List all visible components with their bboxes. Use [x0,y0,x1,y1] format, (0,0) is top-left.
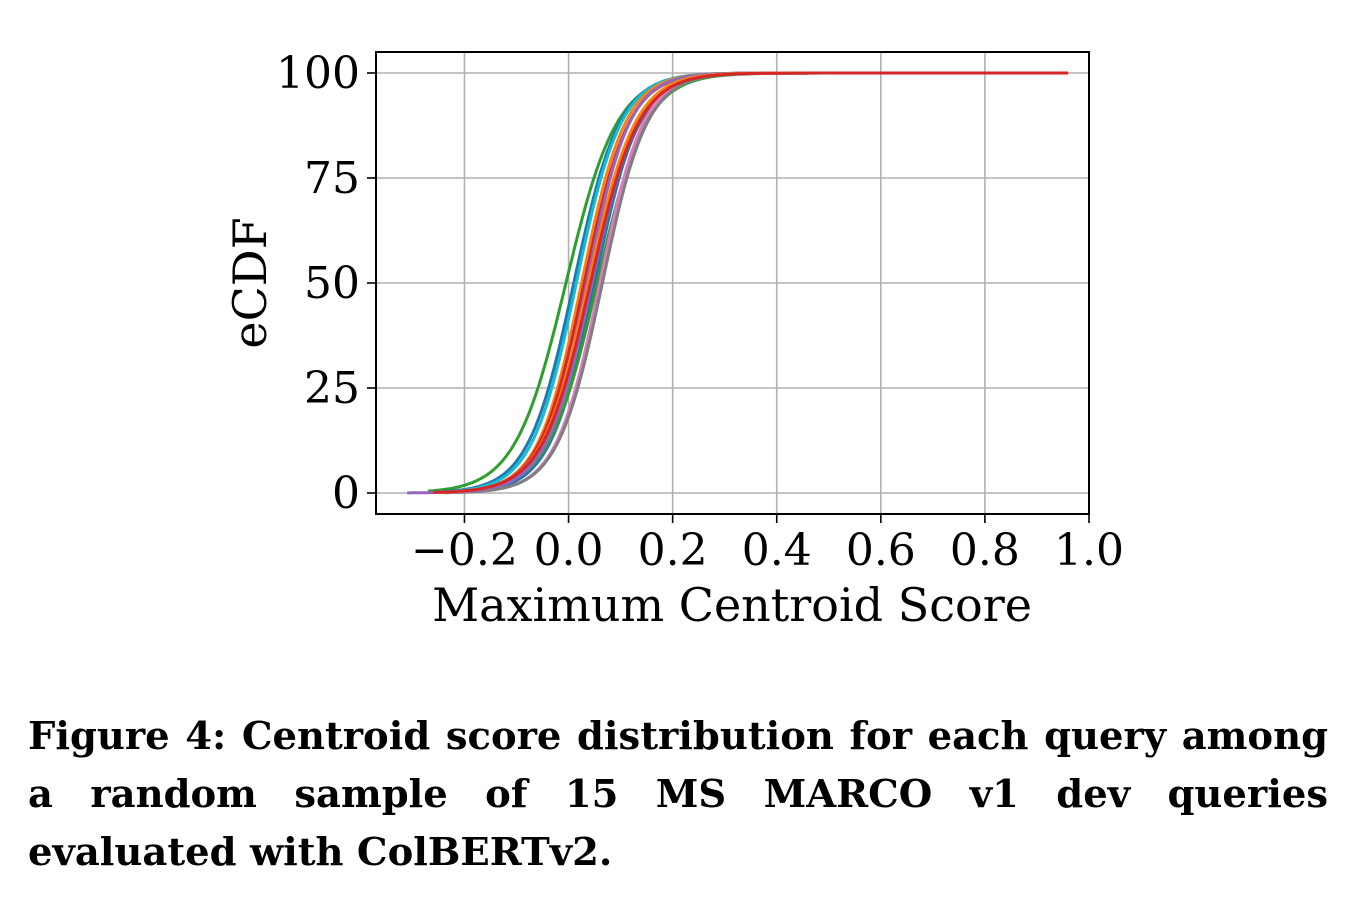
axis-ticks: −0.2 0.0 0.2 0.4 0.6 0.8 1.0 0 25 50 75 100 [276,48,1124,576]
figure-caption: Figure 4: Centroid score distribution fo… [28,714,1328,875]
ecdf-series-line-1 [427,71,1037,493]
ecdf-chart: −0.2 0.0 0.2 0.4 0.6 0.8 1.0 0 25 50 75 100 Maximum… [223,48,1124,632]
x-tick-label: 0.0 [534,525,604,576]
x-tick-label: 0.2 [638,525,708,576]
y-tick-label: 100 [276,48,360,99]
x-tick-label: 1.0 [1054,525,1124,576]
x-axis-title: Maximum Centroid Score [432,578,1032,632]
y-axis-title: eCDF [223,217,277,348]
x-tick-label: −0.2 [411,525,518,576]
x-tick-label: 0.4 [742,525,812,576]
y-tick-label: 50 [304,258,360,309]
grid [376,52,1090,514]
ecdf-series-line-15 [433,71,1069,494]
series-lines [407,71,1069,495]
x-tick-label: 0.8 [950,525,1020,576]
y-tick-label: 75 [304,153,360,204]
x-tick-label: 0.6 [846,525,916,576]
y-tick-label: 0 [332,468,360,519]
y-tick-label: 25 [304,363,360,414]
